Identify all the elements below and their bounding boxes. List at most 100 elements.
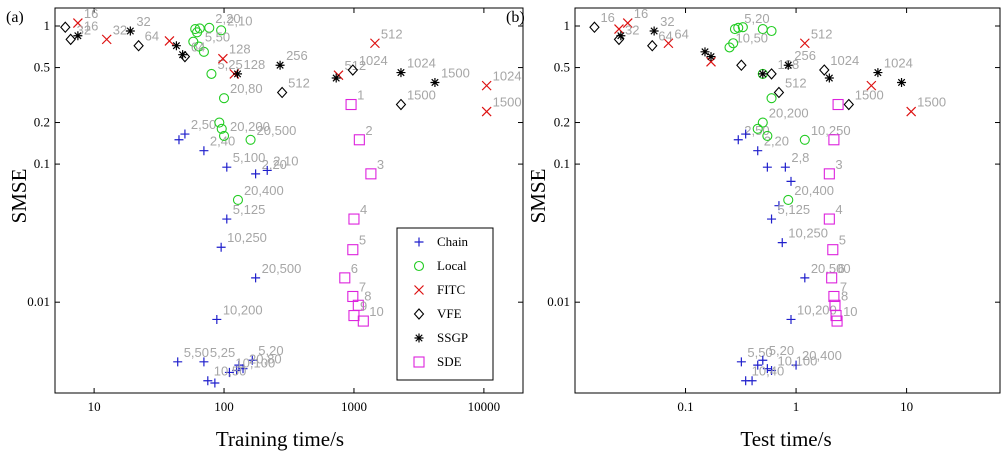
point-label: 7 [359,279,366,294]
panel-b-xlabel: Test time/s [740,427,831,451]
point-label: 1024 [884,56,913,71]
point-vfe [133,39,144,52]
point-label: 20,200 [230,119,270,134]
point-label: 10,200 [797,302,837,317]
point-vfe [647,39,658,52]
point-ssgp [396,68,406,78]
point-chain [758,355,768,365]
point-label: 1500 [407,88,436,103]
point-chain [199,357,209,367]
point-label: 20,400 [802,348,842,363]
point-sde [353,134,365,146]
point-label: 1500 [493,95,522,110]
point-label: 1024 [359,53,388,68]
point-label: 32 [113,22,127,37]
point-local [737,22,748,33]
point-local [752,123,763,134]
y-tick-label: 0.01 [27,294,50,309]
point-fitc [663,38,674,49]
point-sde [823,213,835,225]
point-fitc [799,38,810,49]
point-local [216,25,227,36]
point-chain [774,201,784,211]
point-label: 10,40 [752,364,785,379]
point-chain [762,364,772,374]
point-local [192,27,203,38]
point-vfe [843,98,855,111]
legend-entry-ssgp: SSGP [437,330,468,345]
point-chain [767,214,777,224]
point-fitc [866,80,877,91]
point-label: 5,25 [210,345,235,360]
point-chain [238,364,248,374]
point-label: 6 [838,261,845,276]
point-label: 20,500 [262,261,302,276]
point-chain [216,242,226,252]
point-label: 16 [634,6,648,21]
point-vfe [65,33,76,46]
point-fitc [614,24,624,34]
point-vfe [819,64,830,76]
point-label: 5 [359,233,366,248]
point-label: 16 [84,6,98,21]
point-sde [347,244,359,256]
x-tick-label: 100 [214,399,234,414]
point-ssgp [700,47,710,57]
point-label: 10,250 [227,230,267,245]
point-vfe [736,59,747,72]
point-local [198,46,209,57]
point-ssgp [897,77,907,87]
point-fitc [164,35,175,46]
point-chain [786,176,796,186]
point-label: 1 [357,88,364,103]
point-ssgp [824,73,834,83]
point-local [245,134,256,145]
point-chain [251,273,261,283]
point-label: 2,20 [215,11,240,26]
point-label: 1500 [917,95,946,110]
x-tick-label: 10000 [468,399,501,414]
plot-frame [574,7,1001,394]
point-local [193,41,204,52]
series-fitc: 16 64 512 1500 [614,6,946,117]
point-label: 10,100 [778,354,818,369]
point-label: 2,8 [791,150,809,165]
y-tick-label: 0.01 [547,294,570,309]
point-label: 2,40 [210,134,235,149]
point-label: 64 [145,29,159,44]
point-vfe [773,86,785,99]
point-chain [251,169,261,179]
point-vfe [395,98,407,111]
point-label: 8 [841,288,848,303]
point-chain [222,214,232,224]
point-label: 7 [840,279,847,294]
legend-entry-sde: SDE [437,354,462,369]
point-label: 10,200 [223,302,263,317]
x-tick-label: 10 [900,399,913,414]
legend-entry-chain: Chain [437,234,469,249]
point-chain [222,162,232,172]
point-label: 20,500 [811,261,851,276]
point-label: 5,20 [744,11,769,26]
point-chain [224,367,234,377]
legend-marker-local [413,260,425,272]
point-chain [262,165,272,175]
point-label: 9 [360,299,367,314]
x-tick-label: 10 [88,399,101,414]
point-local [762,130,773,141]
y-tick-label: 0.2 [34,115,50,130]
point-label: 32 [660,14,674,29]
point-sde [831,315,843,327]
series-chain: 2,502,202,85,12510,25020,50010,2005,505,… [733,123,851,386]
point-label: 2,20 [764,134,789,149]
point-sde [826,272,838,284]
legend-marker-vfe [413,308,425,320]
point-sde [365,168,377,180]
point-label: 10 [843,304,857,319]
point-ssgp [616,31,626,41]
point-label: 20,200 [769,106,809,121]
point-label: 1024 [407,56,436,71]
point-label: 10,100 [235,355,275,370]
